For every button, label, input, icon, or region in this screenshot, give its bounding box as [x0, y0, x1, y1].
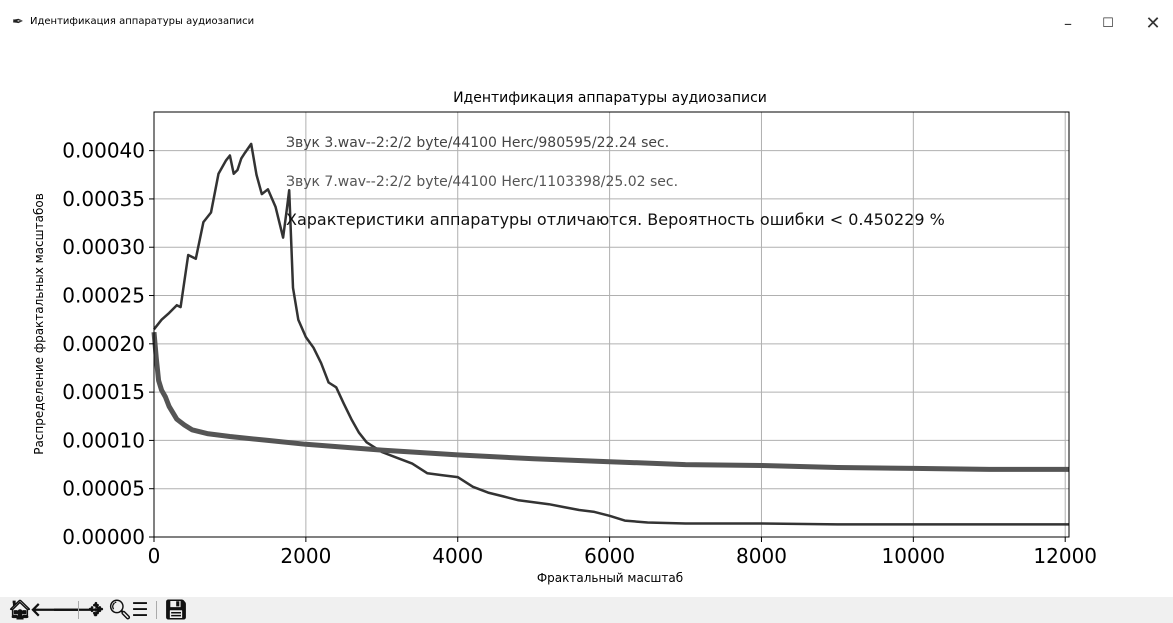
toolbar-separator: [156, 601, 157, 619]
series-line-2: [151, 331, 1069, 472]
minimize-button[interactable]: –: [1064, 14, 1072, 33]
y-tick-label: 0.00005: [62, 477, 145, 501]
feather-icon: ✒: [12, 14, 24, 30]
chart-canvas: 0 2000 4000 6000 8000 10000 12000 0.00000 0.0000…: [32, 90, 1097, 585]
x-axis-label: Фрактальный масштаб: [537, 571, 683, 585]
y-tick-label: 0.00020: [62, 332, 145, 356]
grid-lines: [153, 112, 1069, 538]
save-icon[interactable]: 💾︎: [164, 599, 189, 621]
x-tick-label: 10000: [882, 544, 946, 568]
window-titlebar: ✒ Идентификация аппаратуры аудиозаписи –…: [0, 0, 1173, 44]
plot-frame: [153, 111, 1070, 538]
y-tick-label: 0.00000: [62, 525, 145, 549]
navigation-toolbar: 🏠︎ 🡐 🡒 ✥ 🔍︎ ☰ 💾︎: [0, 597, 1173, 623]
x-tick-label: 0: [148, 544, 161, 568]
x-tick-label: 4000: [432, 544, 483, 568]
y-tick-label: 0.00035: [62, 187, 145, 211]
close-button[interactable]: ✕: [1145, 13, 1161, 34]
pan-icon[interactable]: ✥: [88, 599, 104, 621]
series-group: [151, 142, 1069, 526]
x-tick-label: 6000: [584, 544, 635, 568]
y-tick-label: 0.00010: [62, 428, 145, 452]
home-icon[interactable]: 🏠︎: [8, 599, 33, 621]
zoom-icon[interactable]: 🔍︎: [108, 599, 133, 621]
window-title: Идентификация аппаратуры аудиозаписи: [30, 16, 255, 27]
maximize-button[interactable]: ☐: [1102, 16, 1114, 31]
forward-icon[interactable]: 🡒: [52, 598, 103, 622]
y-tick-label: 0.00040: [62, 139, 145, 163]
annotation-sound-3: Звук 3.wav--2:2/2 byte/44100 Herc/980595…: [286, 135, 669, 151]
toolbar-separator: [78, 601, 79, 619]
annotation-verdict: Характеристики аппаратуры отличаются. Ве…: [286, 210, 945, 229]
chart-title: Идентификация аппаратуры аудиозаписи: [453, 90, 767, 106]
x-tick-label: 2000: [280, 544, 331, 568]
x-tick-label: 8000: [736, 544, 787, 568]
series-line-1: [153, 142, 1069, 526]
y-tick-label: 0.00025: [62, 284, 145, 308]
y-tick-label: 0.00015: [62, 380, 145, 404]
back-icon[interactable]: 🡐: [30, 599, 81, 621]
x-tick-label: 12000: [1033, 544, 1097, 568]
y-tick-label: 0.00030: [62, 235, 145, 259]
configure-icon[interactable]: ☰: [131, 599, 149, 621]
axis-ticks: 0 2000 4000 6000 8000 10000 12000 0.00000 0.0000…: [62, 139, 1097, 568]
y-axis-label: Распределение фрактальных масштабов: [32, 193, 46, 455]
annotation-sound-7: Звук 7.wav--2:2/2 byte/44100 Herc/110339…: [286, 174, 678, 190]
